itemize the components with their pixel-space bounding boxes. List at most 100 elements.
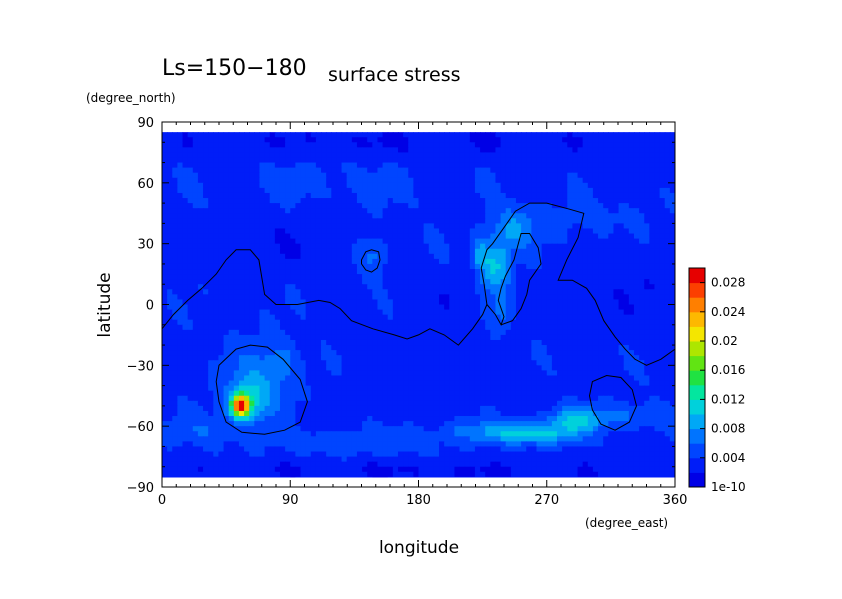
heatmap-cell (295, 248, 302, 255)
heatmap-cell (392, 299, 399, 306)
heatmap-cell (495, 350, 502, 356)
heatmap-cell (454, 289, 461, 295)
heatmap-cell (249, 213, 255, 219)
heatmap-cell (244, 334, 250, 341)
heatmap-cell (362, 299, 368, 306)
heatmap-cell (203, 284, 209, 290)
heatmap-cell (382, 137, 389, 143)
heatmap-cell (264, 132, 271, 138)
heatmap-cell (577, 228, 584, 235)
heatmap-cell (413, 233, 420, 240)
heatmap-cell (172, 294, 178, 301)
heatmap-cell (162, 248, 168, 255)
heatmap-cell (546, 263, 553, 270)
heatmap-cell (295, 198, 302, 204)
heatmap-cell (274, 294, 281, 301)
heatmap-cell (603, 152, 609, 159)
heatmap-cell (321, 223, 327, 230)
heatmap-cell (177, 228, 184, 235)
heatmap-cell (264, 329, 271, 336)
heatmap-cell (644, 218, 650, 224)
heatmap-cell (474, 213, 481, 219)
heatmap-cell (439, 198, 445, 204)
heatmap-cell (608, 213, 615, 219)
heatmap-cell (213, 223, 220, 230)
heatmap-cell (305, 284, 312, 290)
heatmap-cell (464, 147, 471, 154)
heatmap-cell (192, 324, 199, 331)
heatmap-cell (418, 253, 425, 260)
heatmap-cell (300, 319, 307, 326)
heatmap-cell (305, 274, 312, 280)
heatmap-cell (259, 223, 266, 230)
heatmap-cell (515, 269, 522, 275)
heatmap-cell (254, 319, 261, 326)
heatmap-cell (259, 132, 266, 138)
heatmap-cell (449, 294, 456, 301)
heatmap-cell (490, 324, 497, 331)
heatmap-cell (244, 243, 250, 250)
heatmap-cell (582, 269, 589, 275)
heatmap-cell (613, 132, 620, 138)
heatmap-cell (167, 345, 173, 351)
heatmap-cell (208, 248, 214, 255)
heatmap-cell (264, 223, 271, 230)
heatmap-cell (495, 274, 502, 280)
heatmap-cell (197, 238, 204, 245)
heatmap-cell (269, 284, 276, 290)
heatmap-cell (531, 198, 538, 204)
heatmap-cell (285, 269, 291, 275)
heatmap-cell (341, 203, 348, 209)
heatmap-cell (664, 274, 671, 280)
heatmap-cell (228, 182, 235, 189)
heatmap-cell (557, 365, 563, 371)
heatmap-cell (587, 263, 594, 270)
heatmap-cell (192, 339, 199, 346)
heatmap-cell (439, 167, 445, 174)
heatmap-cell (654, 370, 661, 377)
heatmap-cell (515, 370, 522, 377)
heatmap-cell (418, 375, 425, 382)
heatmap-cell (331, 248, 338, 255)
heatmap-cell (613, 177, 620, 184)
heatmap-cell (187, 228, 194, 235)
heatmap-cell (664, 269, 671, 275)
heatmap-cell (515, 203, 522, 209)
heatmap-cell (264, 218, 271, 224)
heatmap-cell (392, 238, 399, 245)
heatmap-cell (418, 294, 425, 301)
heatmap-cell (238, 299, 245, 306)
heatmap-cell (433, 324, 440, 331)
heatmap-cell (469, 238, 476, 245)
heatmap-cell (413, 162, 420, 169)
heatmap-cell (485, 258, 491, 265)
heatmap-cell (592, 177, 599, 184)
heatmap-cell (218, 248, 225, 255)
heatmap-cell (197, 198, 204, 204)
heatmap-cell (403, 233, 409, 240)
heatmap-cell (351, 167, 358, 174)
heatmap-cell (392, 345, 399, 351)
heatmap-cell (397, 182, 404, 189)
heatmap-cell (213, 187, 220, 194)
heatmap-cell (305, 177, 312, 184)
heatmap-cell (392, 339, 399, 346)
heatmap-cell (603, 142, 609, 148)
heatmap-cell (362, 319, 368, 326)
heatmap-cell (310, 279, 317, 285)
heatmap-cell (608, 218, 615, 224)
heatmap-cell (433, 248, 440, 255)
heatmap-cell (300, 248, 307, 255)
heatmap-cell (592, 218, 599, 224)
heatmap-cell (285, 142, 291, 148)
heatmap-cell (603, 167, 609, 174)
heatmap-cell (392, 360, 399, 366)
heatmap-cell (557, 213, 563, 219)
heatmap-cell (279, 233, 286, 240)
heatmap-cell (321, 152, 327, 159)
heatmap-cell (639, 258, 645, 265)
heatmap-cell (474, 152, 481, 159)
heatmap-cell (295, 187, 302, 194)
heatmap-cell (356, 198, 363, 204)
heatmap-cell (644, 213, 650, 219)
